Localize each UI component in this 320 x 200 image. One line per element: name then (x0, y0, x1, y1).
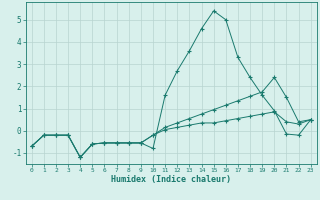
X-axis label: Humidex (Indice chaleur): Humidex (Indice chaleur) (111, 175, 231, 184)
